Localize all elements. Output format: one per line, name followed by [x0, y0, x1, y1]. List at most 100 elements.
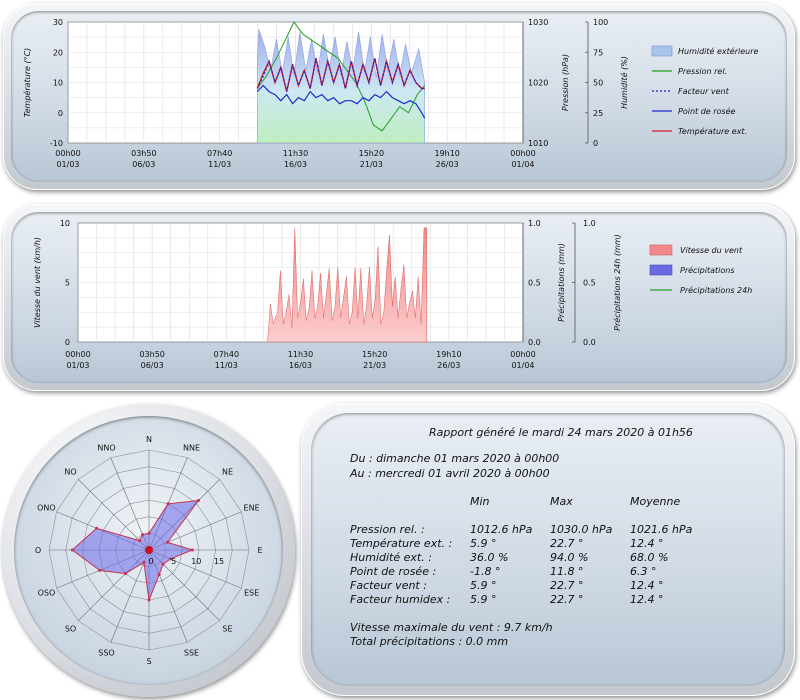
report-row-max: 11.8 °: [550, 565, 584, 578]
rose-direction-label: NO: [64, 468, 76, 477]
rose-direction-label: E: [257, 546, 262, 555]
temperature-legend: Humidité extérieure Pression rel. Facteur …: [651, 45, 759, 136]
report-row-avg: 12.4 °: [630, 579, 664, 592]
rose-point: [161, 562, 165, 566]
humidity-tick-label: 50: [593, 79, 603, 88]
legend-label: Précipitations 24h: [680, 285, 752, 295]
report-row-avg: 1021.6 hPa: [630, 523, 693, 536]
y-tick-label: 5: [65, 279, 70, 288]
report-row-avg: 12.4 °: [630, 593, 664, 606]
x-tick-label: 15h20: [362, 350, 387, 359]
report-row-avg: 12.4 °: [630, 537, 664, 550]
x-tick-label: 19h10: [436, 350, 461, 359]
x-tick-label: 01/04: [511, 361, 534, 370]
wind-rose-frame: N NNE NE ENE E ESE SE SSE S SSO SO OSO O ONO NO NNO 0 5 10…: [2, 404, 295, 697]
rose-direction-label: SSE: [184, 649, 199, 658]
legend-swatch: [649, 264, 673, 276]
rain-tick-label: 1.0: [528, 219, 541, 228]
rose-point: [138, 539, 142, 543]
wind-panel: 10 5 0 Vitesse du vent (km/h) 1.0 0.5 0.0 Préci…: [11, 212, 787, 383]
report-row-label: Pression rel. :: [350, 523, 425, 536]
y-tick-label: 10: [60, 219, 70, 228]
x-tick-label: 01/03: [66, 361, 89, 370]
x-tick-label: 21/03: [360, 160, 383, 169]
rose-point: [166, 502, 170, 506]
rose-direction-label: N: [146, 435, 152, 444]
rose-direction-label: ESE: [244, 589, 259, 598]
rain24-axis-title: Précipitations 24h (mm): [612, 234, 622, 331]
wind-axes: 10 5 0 Vitesse du vent (km/h) 1.0 0.5 0.0 Préci…: [33, 219, 622, 370]
legend-label: Point de rosée: [678, 106, 736, 116]
rain-tick-label: 0.5: [528, 279, 541, 288]
rose-point: [70, 548, 74, 552]
y-tick-label: 30: [53, 18, 63, 27]
rose-point: [123, 572, 127, 576]
rose-direction-label: OSO: [38, 589, 56, 598]
rain24-tick-label: 0.5: [583, 279, 596, 288]
report-row-min: 36.0 %: [470, 551, 509, 564]
windchill-line: [256, 58, 425, 92]
report-row-max: 22.7 °: [550, 579, 584, 592]
pressure-axis-title: Pression (hPa): [561, 54, 570, 111]
x-tick-label: 26/03: [436, 160, 459, 169]
legend-label: Humidité extérieure: [678, 46, 759, 56]
rose-point: [98, 568, 102, 572]
rose-direction-label: NNE: [183, 443, 200, 452]
x-tick-label: 06/03: [141, 361, 164, 370]
rose-point: [157, 573, 161, 577]
pressure-tick-label: 1010: [528, 139, 548, 148]
pressure-tick-label: 1020: [528, 79, 548, 88]
rose-radial-tick: 0: [148, 557, 153, 566]
rain-axis-title: Précipitations (mm): [556, 243, 566, 322]
report-row-min: -1.8 °: [470, 565, 501, 578]
report-row-label: Point de rosée :: [350, 565, 437, 578]
x-tick-label: 01/03: [56, 160, 79, 169]
rose-point: [95, 526, 99, 530]
wind-speed-area: [267, 227, 428, 343]
report-to: Au : mercredi 01 avril 2020 à 00h00: [350, 467, 550, 480]
rose-point: [147, 598, 151, 602]
rose-point: [142, 560, 146, 564]
report-row-max: 22.7 °: [550, 537, 584, 550]
y-axis-title: Vitesse du vent (km/h): [33, 237, 42, 328]
wind-rose-panel: N NNE NE ENE E ESE SE SSE S SSO SO OSO O ONO NO NNO 0 5 10…: [14, 416, 283, 685]
x-tick-label: 06/03: [132, 160, 155, 169]
report-total-rain: Total précipitations : 0.0 mm: [350, 635, 509, 648]
rose-radial-tick: 10: [191, 557, 201, 566]
rose-polygon: [71, 499, 200, 602]
report-row-min: 1012.6 hPa: [470, 523, 533, 536]
rain-tick-label: 0.0: [528, 338, 541, 347]
y-tick-label: 0: [58, 109, 63, 118]
x-tick-label: 16/03: [289, 361, 312, 370]
report-header-min: Min: [470, 495, 490, 508]
report-from: Du : dimanche 01 mars 2020 à 00h00: [350, 452, 560, 465]
rose-point: [141, 533, 145, 537]
rose-direction-label: SE: [222, 625, 232, 634]
legend-label: Précipitations: [680, 265, 735, 275]
y-tick-label: 0: [65, 338, 70, 347]
rose-spoke: [110, 549, 150, 643]
rose-spoke: [78, 479, 150, 551]
x-tick-label: 03h50: [139, 350, 164, 359]
report-row-max: 22.7 °: [550, 593, 584, 606]
rose-center: [145, 546, 153, 554]
report-row-label: Facteur vent :: [350, 579, 427, 592]
y-axis-title: Température (°C): [22, 48, 32, 118]
temperature-panel: 30 20 10 0 -10 Température (°C) 1030 1020 1010 Pr…: [11, 11, 787, 182]
wind-panel-frame: 10 5 0 Vitesse du vent (km/h) 1.0 0.5 0.0 Préci…: [3, 204, 795, 391]
report-row-max: 1030.0 hPa: [550, 523, 613, 536]
report-panel-frame: Rapport généré le mardi 24 mars 2020 à 0…: [301, 403, 795, 696]
legend-label: Pression rel.: [678, 67, 727, 76]
pressure-tick-label: 1030: [528, 18, 548, 27]
x-tick-label: 11/03: [208, 160, 231, 169]
report-row-label: Facteur humidex :: [350, 593, 451, 606]
report-row-label: Humidité ext. :: [350, 551, 432, 564]
x-tick-label: 00h00: [55, 149, 80, 158]
legend-label: Température ext.: [678, 126, 747, 136]
y-tick-label: 20: [53, 48, 63, 57]
x-tick-label: 07h40: [207, 149, 232, 158]
report-header-max: Max: [550, 495, 573, 508]
legend-label: Vitesse du vent: [680, 246, 743, 255]
x-tick-label: 19h10: [434, 149, 459, 158]
